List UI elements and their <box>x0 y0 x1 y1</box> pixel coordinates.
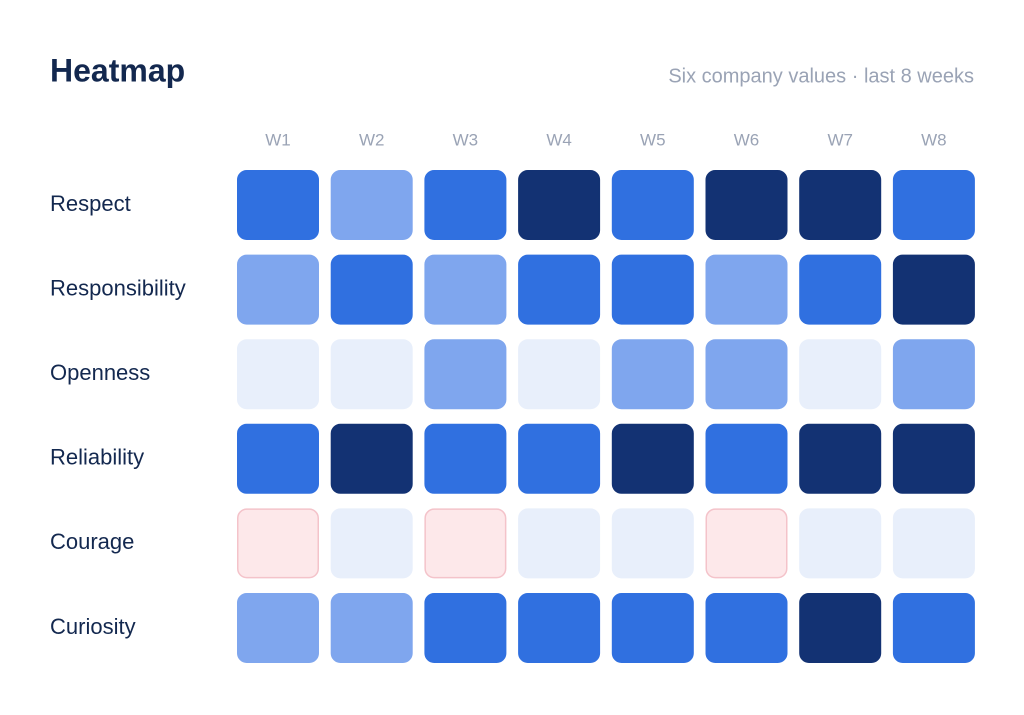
heat-cell <box>518 170 601 240</box>
row-label: Curiosity <box>50 614 136 639</box>
heat-cell <box>611 339 694 410</box>
heat-cell <box>611 170 694 240</box>
heat-cell <box>892 508 975 579</box>
heat-cell <box>799 170 882 240</box>
heat-cell <box>237 593 319 663</box>
heat-cell <box>518 593 601 663</box>
row-label: Responsibility <box>50 275 186 300</box>
column-label: W3 <box>453 130 479 149</box>
heat-cell <box>330 423 413 494</box>
heat-cell <box>518 339 601 410</box>
heat-cell <box>237 508 319 579</box>
heat-cell <box>330 254 413 325</box>
column-label: W1 <box>265 130 291 149</box>
row-label: Courage <box>50 529 134 554</box>
heat-cell <box>237 423 319 494</box>
heat-cell <box>705 593 788 663</box>
heat-cell <box>237 339 319 410</box>
heat-cell <box>705 254 788 325</box>
column-label: W4 <box>546 130 572 149</box>
heat-cell <box>892 254 975 325</box>
chart-title: Heatmap <box>50 52 185 88</box>
heat-cell <box>518 508 601 579</box>
row-label: Reliability <box>50 445 144 470</box>
heat-cell <box>424 170 507 240</box>
heat-cell <box>892 170 975 240</box>
heat-cell <box>237 170 319 240</box>
heat-cell <box>330 508 413 579</box>
heat-cell <box>424 423 507 494</box>
heat-cell <box>237 254 319 325</box>
heat-cell <box>611 593 694 663</box>
column-label: W6 <box>734 130 760 149</box>
row-label: Openness <box>50 360 150 385</box>
heat-cell <box>330 593 413 663</box>
heat-cell <box>330 170 413 240</box>
heat-cell <box>518 423 601 494</box>
heat-cell <box>424 593 507 663</box>
row-label: Respect <box>50 191 131 216</box>
heat-cell <box>892 423 975 494</box>
heat-cell <box>705 423 788 494</box>
chart-subtitle: Six company values · last 8 weeks <box>668 65 974 87</box>
heat-cell <box>330 339 413 410</box>
heat-cell <box>518 254 601 325</box>
column-label: W8 <box>921 130 947 149</box>
heat-cell <box>705 170 788 240</box>
heat-cell <box>799 593 882 663</box>
heat-cell <box>705 508 788 579</box>
heat-cell <box>611 508 694 579</box>
heat-cell <box>424 254 507 325</box>
heat-cell <box>892 339 975 410</box>
heat-cell <box>799 339 882 410</box>
heat-cell <box>799 508 882 579</box>
heat-cell <box>705 339 788 410</box>
heat-cell <box>611 423 694 494</box>
heat-cell <box>424 508 507 579</box>
heat-cell <box>424 339 507 410</box>
heat-cell <box>799 423 882 494</box>
heat-cell <box>892 593 975 663</box>
heat-cell <box>799 254 882 325</box>
column-label: W7 <box>827 130 853 149</box>
column-label: W5 <box>640 130 666 149</box>
heat-cell <box>611 254 694 325</box>
column-label: W2 <box>359 130 385 149</box>
